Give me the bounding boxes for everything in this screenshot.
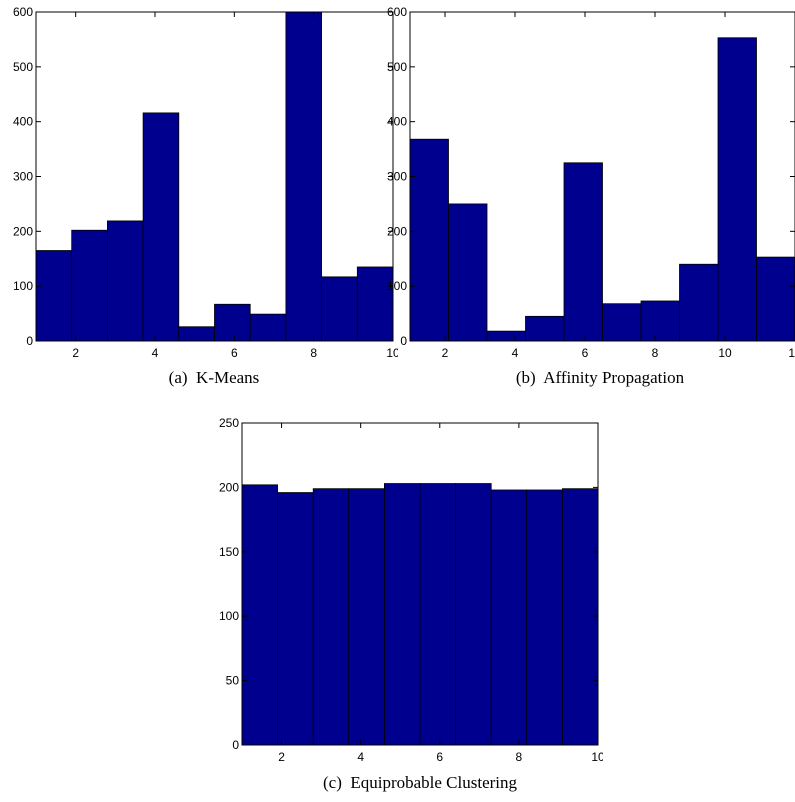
bar [71, 229, 108, 342]
caption: (a) K-Means [169, 368, 260, 387]
bar [35, 250, 73, 342]
bar [640, 300, 680, 342]
bar [490, 489, 528, 746]
caption: (c) Equiprobable Clustering [323, 773, 518, 792]
bar [409, 138, 449, 342]
bar [383, 483, 421, 746]
y-tick-label: 400 [387, 115, 407, 129]
y-tick-label: 100 [387, 279, 407, 293]
x-tick-label: 6 [231, 346, 238, 360]
y-tick-label: 0 [232, 738, 239, 752]
x-tick-label: 10 [591, 750, 603, 764]
x-tick-label: 2 [442, 346, 449, 360]
histogram-chart: 0 100 200 300 400 500 600 2 4 6 8 10 12 (b) Affinity … [387, 5, 795, 387]
x-tick-label: 8 [516, 750, 523, 764]
bar [348, 488, 385, 746]
y-tick-label: 0 [26, 334, 33, 348]
x-tick-label: 8 [310, 346, 317, 360]
histogram-chart: 0 50 100 150 200 250 2 4 6 8 10 (c) Equiprobable Cl… [219, 416, 603, 792]
x-tick-label: 2 [72, 346, 79, 360]
plot-frame [241, 422, 599, 746]
x-tick-label: 10 [386, 346, 398, 360]
x-tick-label: 4 [152, 346, 159, 360]
bar [107, 220, 144, 342]
y-tick-label: 100 [13, 279, 33, 293]
y-tick-label: 200 [219, 480, 239, 494]
x-tick-label: 4 [512, 346, 519, 360]
bar [142, 112, 180, 342]
y-tick-label: 400 [13, 115, 33, 129]
y-tick-label: 200 [387, 224, 407, 238]
bar [756, 256, 795, 342]
bar [526, 489, 563, 746]
bar [356, 266, 394, 342]
y-tick-label: 500 [13, 60, 33, 74]
histogram-chart: 0 100 200 300 400 500 600 2 4 6 8 10 (a) K-Means [13, 5, 398, 387]
y-tick-label: 150 [219, 545, 239, 559]
bar [419, 483, 456, 746]
x-tick-label: 8 [652, 346, 659, 360]
bar [562, 488, 599, 746]
bar [679, 263, 719, 342]
bar [717, 37, 757, 342]
bar [602, 303, 642, 342]
bar [312, 488, 350, 746]
y-tick-label: 600 [13, 5, 33, 19]
x-tick-label: 4 [357, 750, 364, 764]
x-tick-label: 2 [278, 750, 285, 764]
bar [241, 484, 278, 746]
y-tick-label: 500 [387, 60, 407, 74]
x-tick-label: 6 [582, 346, 589, 360]
x-tick-label: 10 [718, 346, 732, 360]
x-tick-label: 6 [436, 750, 443, 764]
y-tick-label: 0 [400, 334, 407, 348]
caption: (b) Affinity Propagation [516, 368, 685, 387]
y-tick-label: 300 [13, 170, 33, 184]
bar [321, 276, 358, 342]
bar [563, 162, 603, 342]
bar [448, 203, 488, 342]
y-tick-label: 100 [219, 609, 239, 623]
y-tick-label: 50 [226, 674, 240, 688]
y-tick-label: 200 [13, 224, 33, 238]
y-tick-label: 600 [387, 5, 407, 19]
bar [285, 11, 322, 342]
y-tick-label: 300 [387, 170, 407, 184]
bar [277, 492, 314, 746]
x-tick-label: 12 [788, 346, 795, 360]
y-tick-label: 250 [219, 416, 239, 430]
bar [455, 483, 492, 746]
